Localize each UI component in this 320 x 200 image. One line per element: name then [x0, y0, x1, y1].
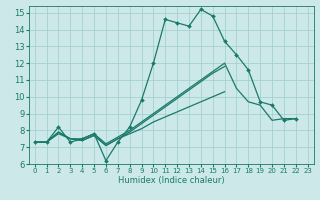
X-axis label: Humidex (Indice chaleur): Humidex (Indice chaleur) — [118, 176, 225, 185]
